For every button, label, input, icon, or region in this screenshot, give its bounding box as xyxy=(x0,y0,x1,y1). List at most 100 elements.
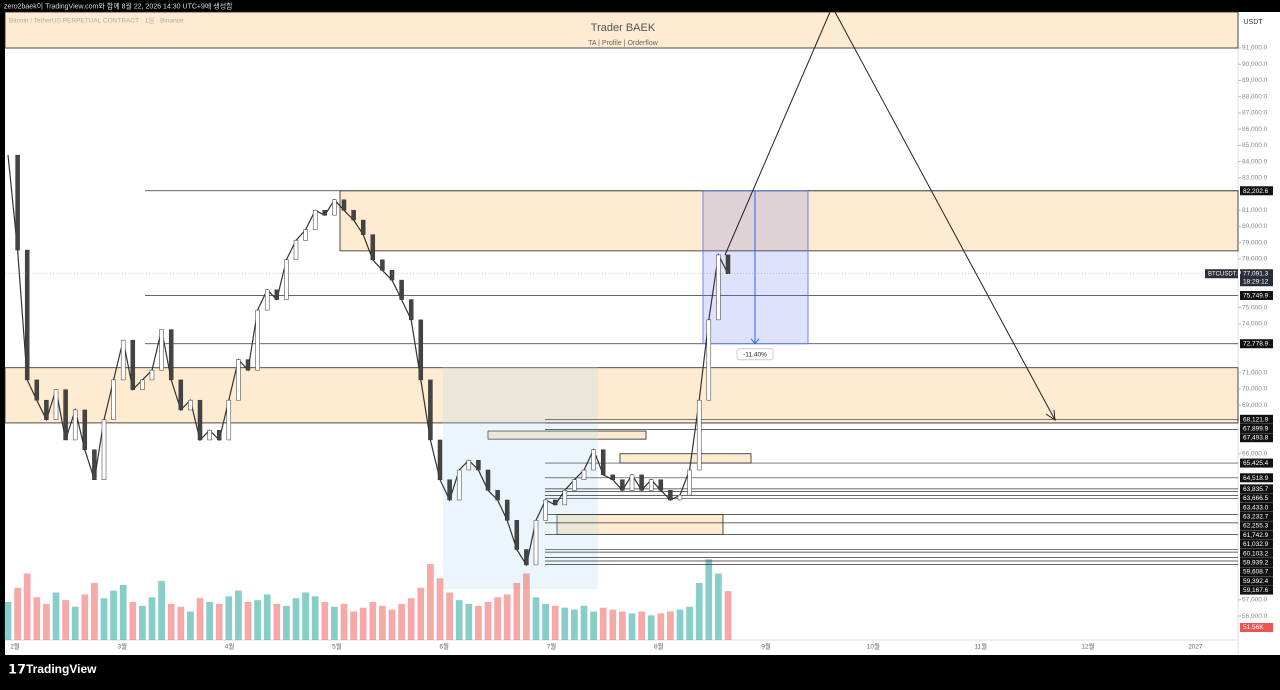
candle xyxy=(524,549,529,566)
volume-bar xyxy=(407,598,415,640)
volume-bar xyxy=(609,609,617,640)
y-tick-label: 88,000.0 xyxy=(1242,93,1268,100)
candle xyxy=(408,299,414,321)
level-label: 72,778.9 xyxy=(1243,341,1269,348)
x-tick-label: 6월 xyxy=(439,642,449,651)
candle xyxy=(572,479,577,491)
candle xyxy=(264,289,270,311)
candle xyxy=(658,479,664,491)
candle xyxy=(581,469,587,480)
candle xyxy=(341,199,347,211)
level-label-bg xyxy=(1240,511,1273,521)
candle xyxy=(677,494,683,501)
level-label: 64,518.9 xyxy=(1243,475,1269,482)
y-tick-label: 69,000.0 xyxy=(1242,402,1268,409)
y-tick-label: 91,000.0 xyxy=(1242,45,1268,52)
level-label-bg xyxy=(1240,186,1273,196)
candle xyxy=(360,219,366,235)
level-label: 63,835.7 xyxy=(1243,486,1269,493)
volume-bar xyxy=(561,607,569,640)
symbol-label: BTCUSDT.P xyxy=(1208,271,1241,277)
volume-bar xyxy=(359,607,367,640)
candle xyxy=(543,499,548,521)
x-tick-label: 8월 xyxy=(654,642,664,651)
level-label: 67,899.9 xyxy=(1243,426,1269,433)
x-tick-label: 11월 xyxy=(974,642,987,651)
volume-bar xyxy=(647,615,655,640)
trend-drawing xyxy=(724,11,1056,421)
volume-bar xyxy=(686,606,693,640)
candle xyxy=(380,259,385,271)
candle xyxy=(207,429,212,441)
level-label-bg xyxy=(1240,557,1273,567)
candle xyxy=(197,399,203,441)
level-label: 60,103.2 xyxy=(1243,550,1269,557)
volume-bar xyxy=(513,583,521,640)
volume-bar xyxy=(311,596,319,640)
candle xyxy=(140,379,145,390)
volume-bar xyxy=(503,594,511,640)
volume-bar xyxy=(283,605,290,640)
volume-bar xyxy=(532,597,540,640)
level-label: 59,608.7 xyxy=(1243,569,1269,576)
y-tick-label: 89,000.0 xyxy=(1242,77,1268,84)
volume-bar xyxy=(475,605,482,640)
candle xyxy=(610,474,616,480)
candle xyxy=(485,469,491,491)
volume-bar xyxy=(52,592,60,640)
x-tick-label: 4월 xyxy=(225,642,235,651)
volume-bar xyxy=(427,564,434,640)
candle xyxy=(639,474,644,491)
volume-bar xyxy=(484,602,492,640)
candle xyxy=(34,379,40,401)
level-label: 61,032.9 xyxy=(1243,541,1269,548)
volume-bar xyxy=(71,606,79,640)
x-tick-label: 5월 xyxy=(332,642,342,651)
candle xyxy=(495,490,500,501)
candle xyxy=(428,379,433,441)
volume-bar xyxy=(724,591,732,640)
candle xyxy=(418,319,424,381)
level-label: 62,255.3 xyxy=(1243,523,1269,530)
candle xyxy=(82,409,88,450)
candle xyxy=(600,449,606,476)
level-label-bg xyxy=(1240,291,1273,301)
candle xyxy=(370,234,376,261)
x-tick-label: 3월 xyxy=(117,642,127,651)
candle xyxy=(149,369,155,381)
volume-bar xyxy=(177,606,185,640)
volume-bar xyxy=(580,605,588,640)
volume-bar xyxy=(62,600,69,640)
level-label: 75,749.9 xyxy=(1243,293,1269,300)
level-label: 63,666.5 xyxy=(1243,495,1269,502)
volume-bar xyxy=(4,602,12,640)
candle xyxy=(687,469,692,496)
volume-bar xyxy=(263,594,271,640)
candle xyxy=(188,399,193,411)
level-label: 63,433.0 xyxy=(1243,504,1269,511)
volume-bar xyxy=(599,607,607,640)
candle xyxy=(456,469,462,501)
y-tick-label: 56,000.0 xyxy=(1242,613,1268,620)
candle xyxy=(504,499,510,521)
watermark-title: Trader BAEK xyxy=(591,22,656,34)
volume-bar xyxy=(494,597,501,640)
candle xyxy=(72,409,78,441)
candle xyxy=(15,154,20,251)
chart-area xyxy=(5,12,1280,655)
volume-bar xyxy=(436,578,444,640)
candle xyxy=(668,490,673,501)
y-tick-label: 57,000.0 xyxy=(1242,597,1268,604)
x-tick-label: 9월 xyxy=(761,642,771,651)
candle xyxy=(53,389,59,420)
level-label: 59,392.4 xyxy=(1243,578,1269,585)
candle xyxy=(332,199,337,216)
x-tick-label: 7월 xyxy=(547,642,557,651)
candle xyxy=(303,229,308,241)
volume-bar xyxy=(215,603,223,640)
last-price-label: 77,091.3 xyxy=(1243,270,1269,277)
volume-bar xyxy=(187,611,194,640)
candle xyxy=(514,520,520,550)
volume-bar xyxy=(14,587,21,640)
